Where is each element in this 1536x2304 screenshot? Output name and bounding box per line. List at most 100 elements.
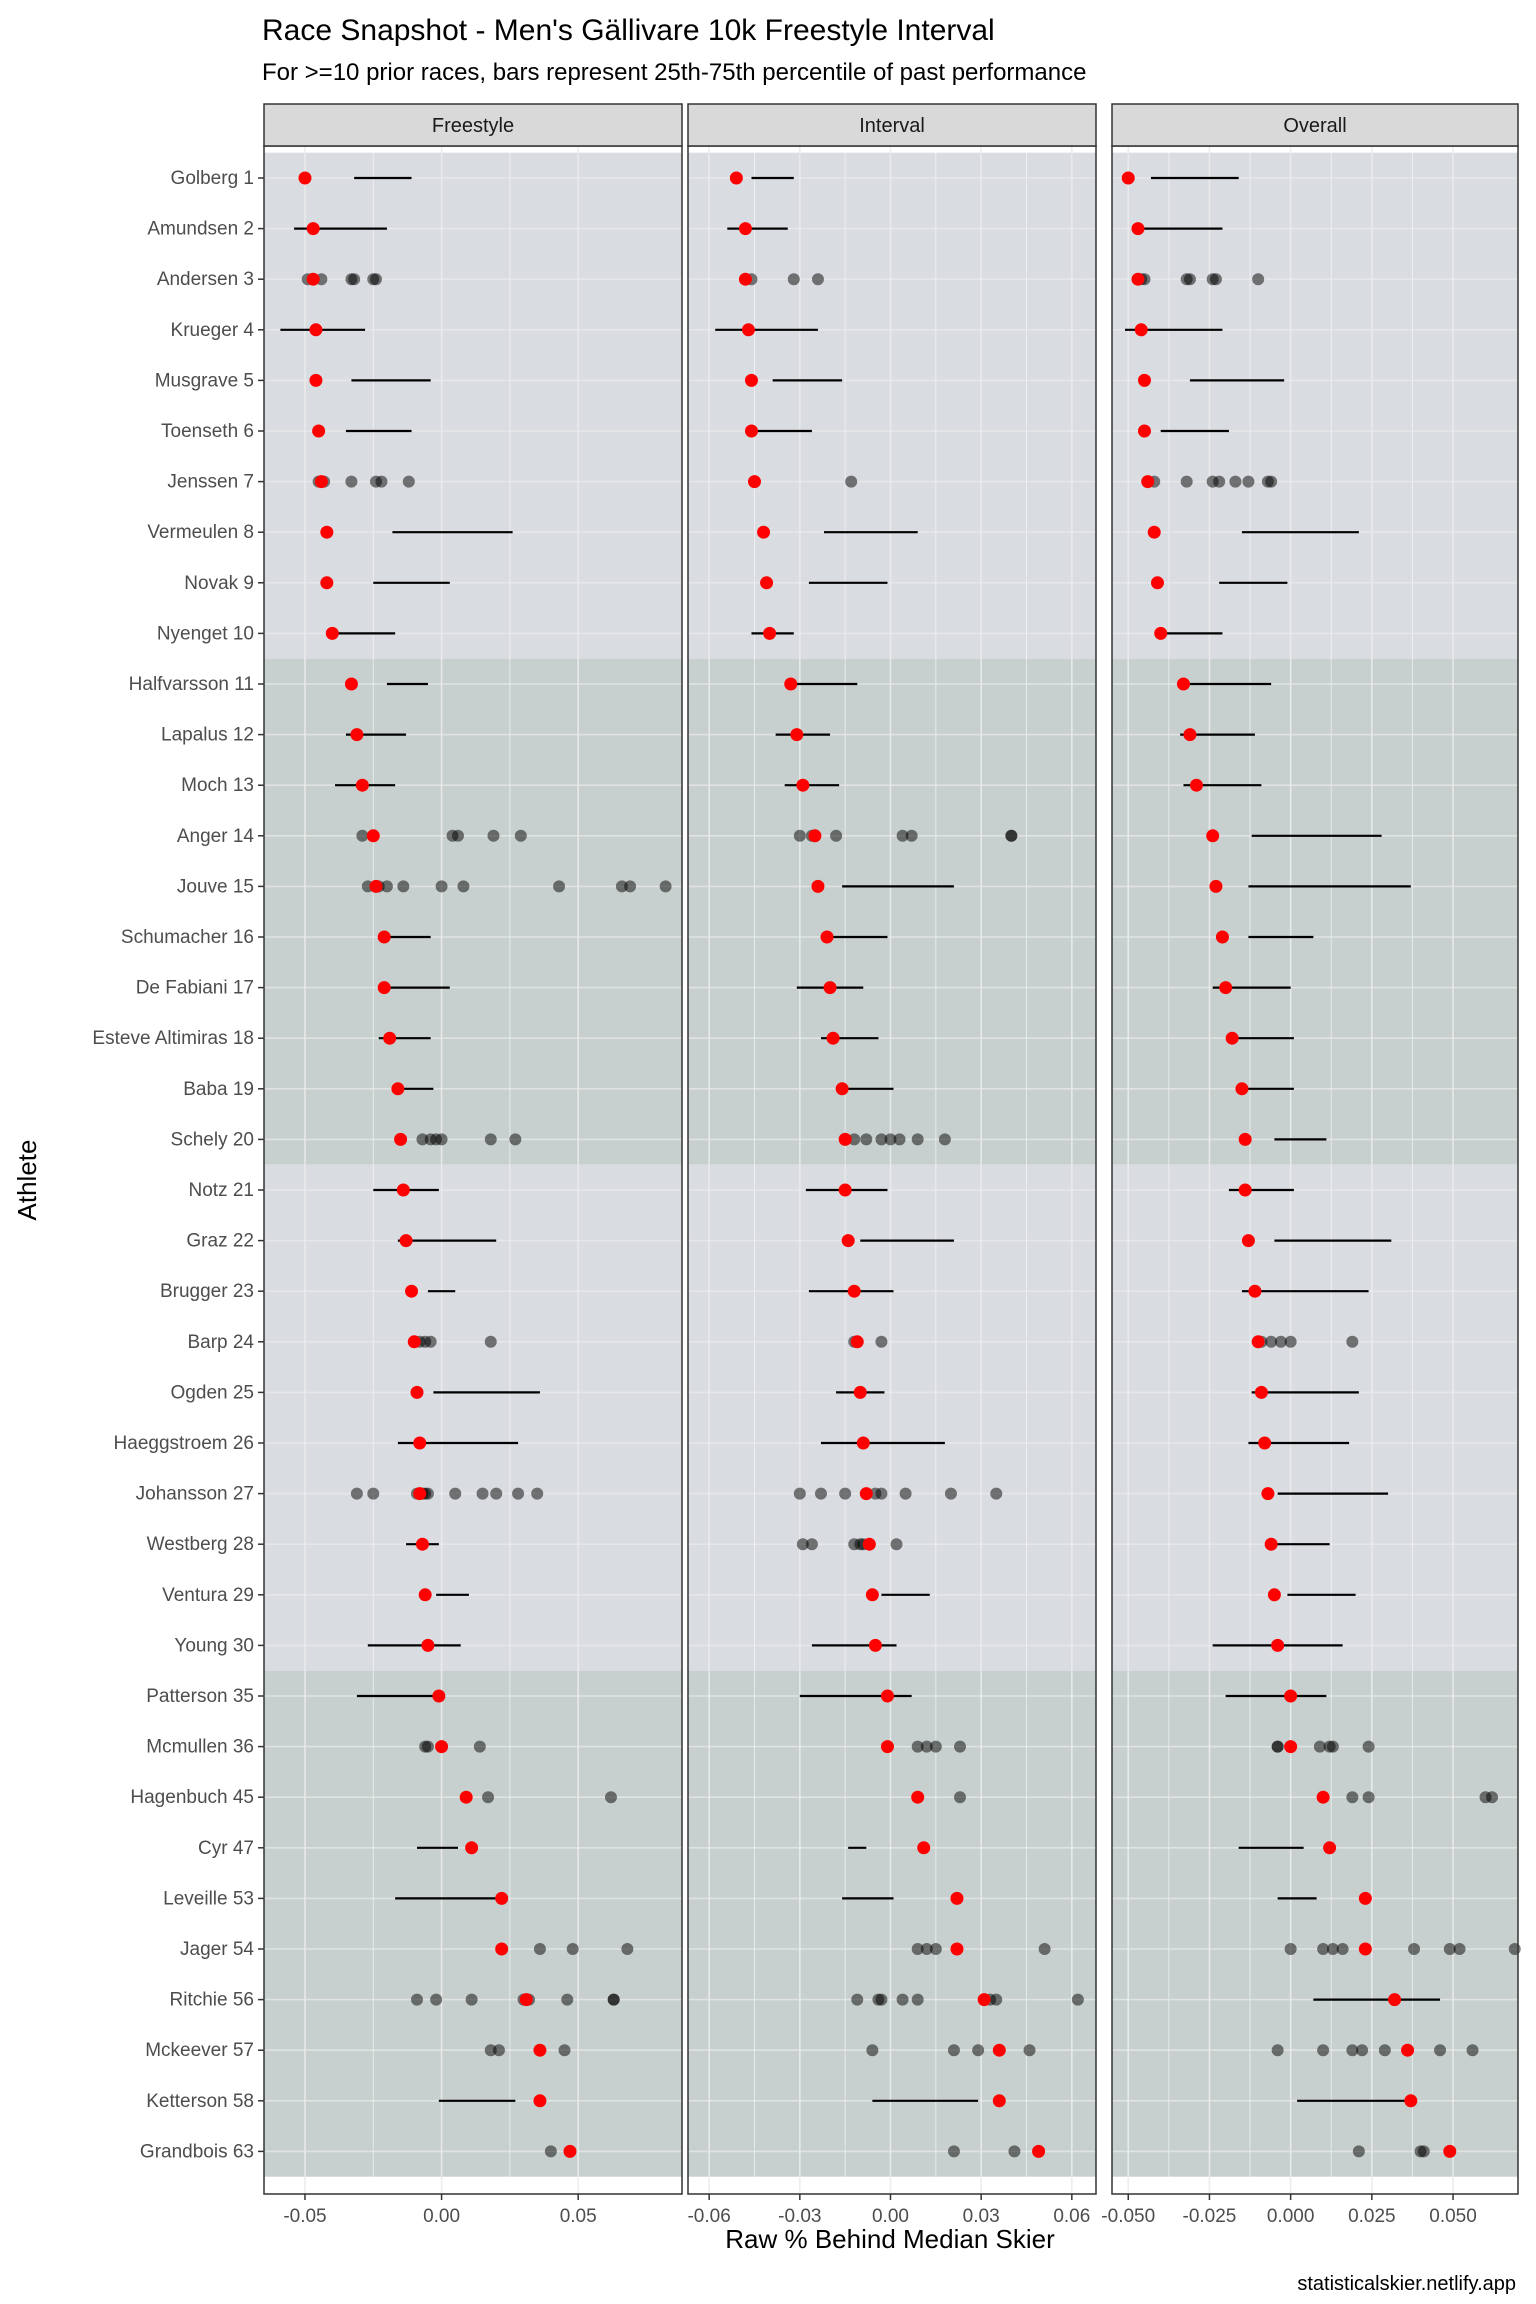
athlete-label: Ritchie 56 (170, 1990, 255, 2011)
athlete-label: Westberg 28 (147, 1534, 254, 1555)
past-race-point (604, 1791, 617, 1804)
past-race-point (1362, 1740, 1375, 1753)
group-band (688, 152, 1096, 659)
current-race-point (796, 778, 810, 792)
past-race-point (1326, 1740, 1339, 1753)
athlete-label: Brugger 23 (160, 1281, 254, 1302)
past-race-point (492, 2044, 505, 2057)
past-race-point (566, 1943, 579, 1955)
past-race-point (911, 1943, 924, 1955)
current-race-point (847, 1284, 861, 1298)
y-axis-labels: Golberg 1 Amundsen 2 Andersen 3 Krueger 4 Mu… (92, 168, 264, 2162)
past-race-point (1408, 1943, 1421, 1955)
athlete-label: Ogden 25 (171, 1382, 254, 1403)
past-race-point (890, 1538, 903, 1551)
athlete-label: Jager 54 (180, 1939, 254, 1960)
past-race-point (893, 1133, 906, 1146)
athlete-label: Hagenbuch 45 (130, 1787, 254, 1808)
past-race-point (1271, 1740, 1284, 1753)
current-race-point (859, 1487, 873, 1501)
current-race-point (838, 1132, 852, 1146)
past-race-point (356, 829, 369, 842)
panel-overall: Overall -0.050 -0.025 0.000 0.025 0.050 (1101, 103, 1521, 2227)
past-race-point (814, 1487, 827, 1500)
past-race-point (1346, 1791, 1359, 1804)
past-race-point (514, 829, 527, 842)
current-race-point (950, 1942, 964, 1956)
group-band (1112, 1670, 1518, 2177)
current-race-point (1147, 525, 1161, 539)
athlete-label: Baba 19 (183, 1079, 254, 1100)
past-race-point (484, 1133, 497, 1146)
past-race-point (875, 1335, 888, 1348)
current-race-point (1137, 424, 1151, 438)
past-race-point (884, 1133, 897, 1146)
x-tick-label: -0.06 (687, 2206, 730, 2227)
current-race-point (1219, 981, 1233, 995)
current-race-point (377, 981, 391, 995)
past-race-point (972, 2044, 985, 2057)
current-race-point (784, 677, 798, 691)
athlete-label: Cyr 47 (198, 1838, 254, 1859)
athlete-label: Mcmullen 36 (146, 1737, 254, 1758)
athlete-label: Amundsen 2 (147, 219, 254, 240)
past-race-point (402, 475, 415, 488)
current-race-point (1267, 1588, 1281, 1602)
past-race-point (1183, 273, 1196, 286)
panel-interval: Interval -0.06 -0.03 0.00 0.03 0.06 (687, 103, 1097, 2227)
athlete-label: Jenssen 7 (167, 472, 254, 493)
group-band (1112, 658, 1518, 1165)
past-race-point (947, 2044, 960, 2057)
current-race-point (911, 1790, 925, 1804)
current-race-point (1316, 1790, 1330, 1804)
athlete-label: Mckeever 57 (145, 2040, 254, 2061)
group-band (264, 1670, 682, 2177)
past-race-point (905, 829, 918, 842)
current-race-point (407, 1335, 421, 1349)
current-race-point (856, 1436, 870, 1450)
past-race-point (659, 880, 672, 893)
current-race-point (1141, 475, 1155, 489)
current-race-point (459, 1790, 473, 1804)
past-race-point (1229, 475, 1242, 488)
current-race-point (992, 2094, 1006, 2108)
current-race-point (1206, 829, 1220, 843)
current-race-point (1241, 1234, 1255, 1248)
current-race-point (355, 778, 369, 792)
athlete-label: Ventura 29 (162, 1585, 254, 1606)
current-race-point (1284, 1740, 1298, 1754)
current-race-point (312, 424, 326, 438)
past-race-point (1417, 2145, 1430, 2158)
current-race-point (880, 1689, 894, 1703)
past-race-point (370, 273, 383, 286)
current-race-point (744, 373, 758, 387)
current-race-point (399, 1234, 413, 1248)
current-race-point (823, 981, 837, 995)
current-race-point (306, 272, 320, 286)
current-race-point (1284, 1689, 1298, 1703)
current-race-point (394, 1132, 408, 1146)
past-race-point (830, 829, 843, 842)
past-race-point (793, 1487, 806, 1500)
past-race-point (367, 1487, 380, 1500)
past-race-point (954, 1791, 966, 1804)
past-race-point (1362, 1791, 1375, 1804)
past-race-point (380, 880, 393, 893)
past-race-point (410, 1993, 423, 2006)
past-race-point (929, 1943, 942, 1955)
current-race-point (1404, 2094, 1418, 2108)
x-tick-label: 0.05 (560, 2206, 597, 2227)
group-band (264, 1164, 682, 1671)
past-race-point (435, 880, 448, 893)
past-race-point (1326, 1943, 1339, 1955)
past-race-point (449, 1487, 462, 1500)
past-race-point (911, 1993, 924, 2006)
current-race-point (1154, 626, 1168, 640)
current-race-point (880, 1740, 894, 1754)
current-race-point (790, 728, 804, 742)
current-race-point (533, 2043, 547, 2057)
current-race-point (1131, 222, 1145, 236)
current-race-point (917, 1841, 931, 1855)
past-race-point (487, 829, 500, 842)
current-race-point (298, 171, 312, 185)
